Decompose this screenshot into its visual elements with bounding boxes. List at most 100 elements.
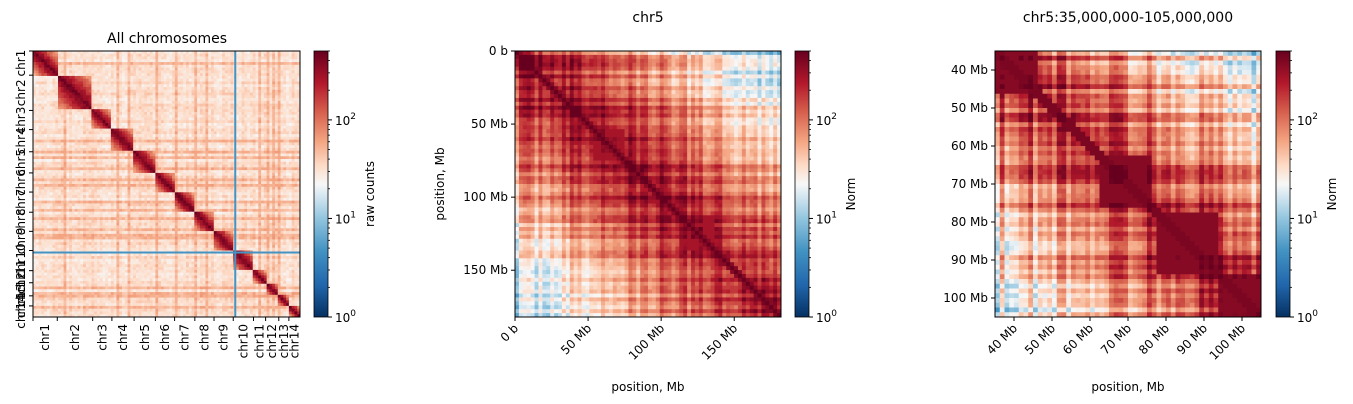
heatmap-cell bbox=[136, 131, 139, 134]
heatmap-cell bbox=[275, 101, 278, 104]
heatmap-cell bbox=[164, 181, 167, 184]
heatmap-cell bbox=[105, 109, 108, 112]
heatmap-cell bbox=[86, 184, 89, 187]
heatmap-cell bbox=[186, 131, 189, 134]
heatmap-cell bbox=[52, 184, 55, 187]
heatmap-cell bbox=[128, 54, 131, 57]
heatmap-cell bbox=[52, 181, 55, 184]
heatmap-cell bbox=[286, 81, 289, 84]
heatmap-cell bbox=[239, 137, 242, 140]
heatmap-cell bbox=[211, 154, 214, 157]
heatmap-cell bbox=[167, 159, 170, 162]
heatmap-cell bbox=[289, 159, 292, 162]
heatmap-cell bbox=[114, 65, 117, 68]
heatmap-cell bbox=[61, 156, 64, 159]
heatmap-cell bbox=[55, 95, 58, 98]
heatmap-cell bbox=[242, 93, 245, 96]
heatmap-cell bbox=[167, 70, 170, 73]
heatmap-cell bbox=[119, 192, 122, 195]
heatmap-cell bbox=[83, 93, 86, 96]
heatmap-cell bbox=[55, 115, 58, 118]
heatmap-cell bbox=[80, 104, 83, 107]
heatmap-cell bbox=[292, 173, 295, 176]
heatmap-cell bbox=[292, 131, 295, 134]
heatmap-cell bbox=[153, 156, 156, 159]
heatmap-cell bbox=[61, 165, 64, 168]
heatmap-cell bbox=[183, 178, 186, 181]
heatmap-cell bbox=[94, 59, 97, 62]
heatmap-cell bbox=[214, 148, 217, 151]
heatmap-cell bbox=[272, 137, 275, 140]
heatmap-cell bbox=[267, 187, 270, 190]
heatmap-cell bbox=[244, 109, 247, 112]
heatmap-cell bbox=[130, 104, 133, 107]
heatmap-cell bbox=[186, 98, 189, 101]
heatmap-cell bbox=[272, 79, 275, 82]
heatmap-cell bbox=[219, 192, 222, 195]
heatmap-cell bbox=[141, 90, 144, 93]
heatmap-cell bbox=[141, 73, 144, 76]
heatmap-cell bbox=[97, 156, 100, 159]
heatmap-cell bbox=[91, 106, 94, 109]
heatmap-cell bbox=[192, 84, 195, 87]
heatmap-cell bbox=[91, 129, 94, 132]
heatmap-cell bbox=[283, 112, 286, 115]
heatmap-cell bbox=[219, 81, 222, 84]
heatmap-cell bbox=[155, 184, 158, 187]
heatmap-cell bbox=[211, 115, 214, 118]
heatmap-cell bbox=[155, 134, 158, 137]
heatmap-cell bbox=[64, 76, 67, 79]
heatmap-cell bbox=[155, 104, 158, 107]
heatmap-cell bbox=[50, 98, 53, 101]
heatmap-cell bbox=[164, 79, 167, 82]
heatmap-cell bbox=[261, 79, 264, 82]
heatmap-cell bbox=[183, 59, 186, 62]
heatmap-cell bbox=[281, 62, 284, 65]
heatmap-cell bbox=[105, 187, 108, 190]
heatmap-cell bbox=[72, 65, 75, 68]
heatmap-cell bbox=[242, 159, 245, 162]
heatmap-cell bbox=[281, 73, 284, 76]
heatmap-cell bbox=[108, 79, 111, 82]
heatmap-cell bbox=[39, 76, 42, 79]
heatmap-cell bbox=[89, 120, 92, 123]
heatmap-cell bbox=[133, 81, 136, 84]
heatmap-cell bbox=[89, 101, 92, 104]
heatmap-cell bbox=[75, 54, 78, 57]
heatmap-cell bbox=[50, 187, 53, 190]
heatmap-cell bbox=[256, 137, 259, 140]
heatmap-cell bbox=[36, 54, 39, 57]
heatmap-cell bbox=[128, 115, 131, 118]
heatmap-cell bbox=[186, 106, 189, 109]
heatmap-cell bbox=[83, 68, 86, 71]
heatmap-cell bbox=[194, 90, 197, 93]
heatmap-cell bbox=[230, 104, 233, 107]
heatmap-cell bbox=[236, 98, 239, 101]
heatmap-cell bbox=[133, 90, 136, 93]
heatmap-cell bbox=[189, 173, 192, 176]
heatmap-cell bbox=[114, 134, 117, 137]
heatmap-cell bbox=[236, 145, 239, 148]
heatmap-cell bbox=[236, 81, 239, 84]
heatmap-cell bbox=[281, 178, 284, 181]
heatmap-cell bbox=[86, 81, 89, 84]
heatmap-cell bbox=[228, 95, 231, 98]
heatmap-cell bbox=[69, 167, 72, 170]
heatmap-cell bbox=[111, 120, 114, 123]
heatmap-cell bbox=[119, 184, 122, 187]
heatmap-cell bbox=[175, 178, 178, 181]
heatmap-cell bbox=[256, 167, 259, 170]
heatmap-cell bbox=[111, 70, 114, 73]
heatmap-cell bbox=[125, 59, 128, 62]
heatmap-cell bbox=[192, 137, 195, 140]
heatmap-cell bbox=[114, 184, 117, 187]
heatmap-cell bbox=[192, 87, 195, 90]
heatmap-cell bbox=[286, 57, 289, 60]
heatmap-cell bbox=[164, 131, 167, 134]
heatmap-cell bbox=[158, 118, 161, 121]
heatmap-cell bbox=[186, 181, 189, 184]
heatmap-cell bbox=[275, 151, 278, 154]
heatmap-cell bbox=[80, 62, 83, 65]
heatmap-cell bbox=[250, 165, 253, 168]
heatmap-cell bbox=[136, 68, 139, 71]
